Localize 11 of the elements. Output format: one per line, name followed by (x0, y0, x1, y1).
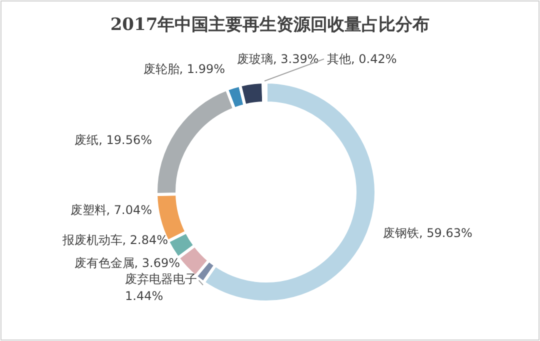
data-label: 1.44% (125, 289, 164, 303)
slice-label: 其他, 0.42% (327, 52, 397, 66)
chart-title: 2017年中国主要再生资源回收量占比分布 (110, 15, 430, 35)
slice-label: 废纸, 19.56% (74, 133, 152, 147)
slice-label: 废钢铁, 59.63% (383, 226, 472, 240)
slice-label: 废弃电器电子 (125, 272, 197, 286)
slice-label: 废玻璃, 3.39% (237, 52, 319, 66)
slice-label: 废轮胎, 1.99% (143, 62, 225, 76)
slice-label: 废塑料, 7.04% (70, 203, 152, 217)
slice-label: 废有色金属, 3.69% (74, 256, 180, 270)
slice-label: 报废机动车, 2.84% (61, 233, 168, 247)
